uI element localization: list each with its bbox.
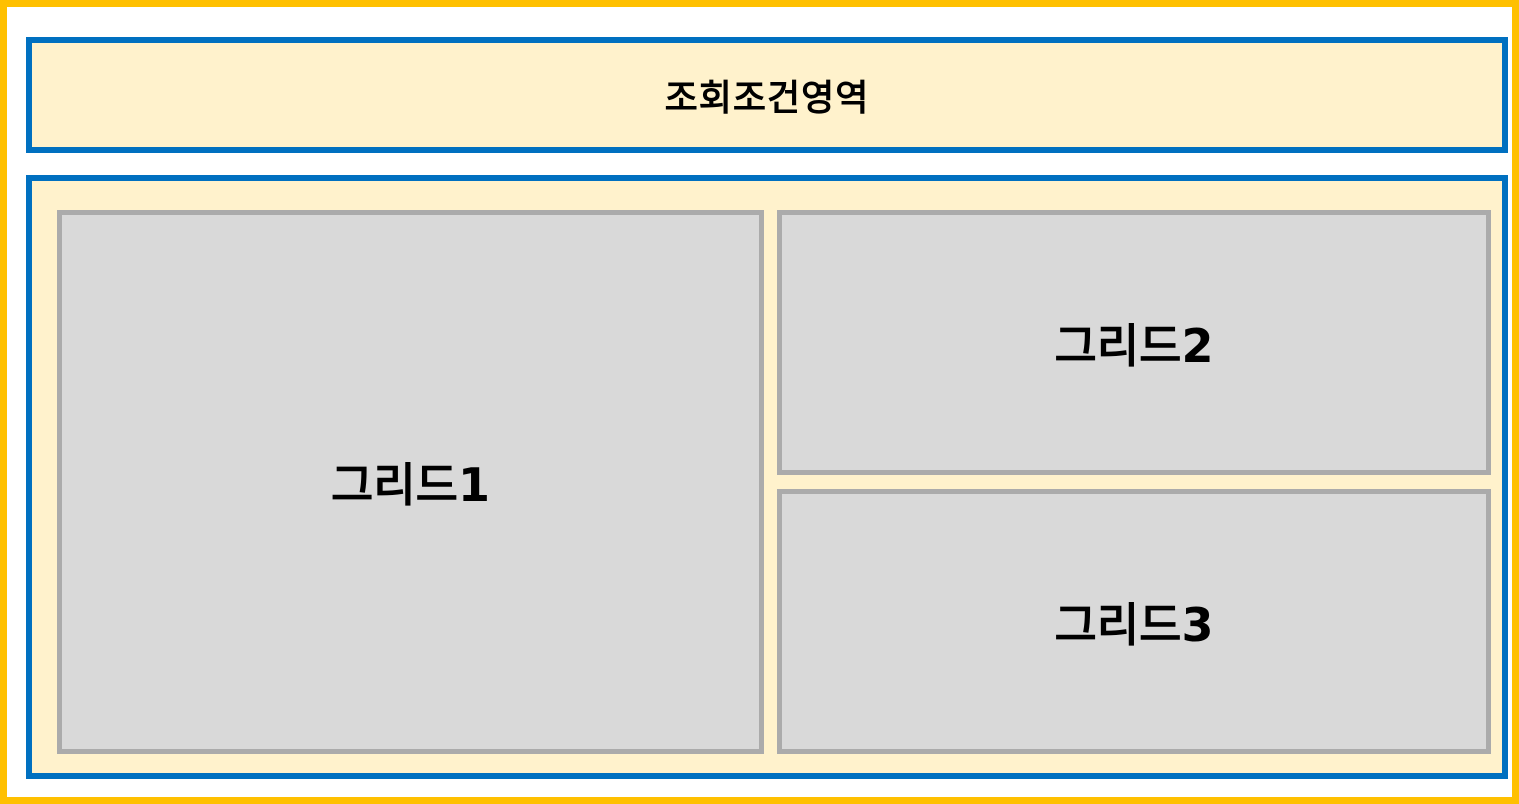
grid-1-panel: 그리드1 bbox=[57, 210, 764, 754]
grid-2-label: 그리드2 bbox=[1054, 318, 1214, 373]
grid-3-panel: 그리드3 bbox=[777, 489, 1491, 754]
query-condition-area: 조회조건영역 bbox=[26, 37, 1508, 153]
grid-2-panel: 그리드2 bbox=[777, 210, 1491, 475]
grid-1-label: 그리드1 bbox=[331, 458, 490, 512]
grid-content-area: 그리드1 그리드2 그리드3 bbox=[26, 175, 1508, 779]
query-condition-title: 조회조건영역 bbox=[664, 78, 870, 119]
grid-3-label: 그리드3 bbox=[1054, 597, 1214, 652]
